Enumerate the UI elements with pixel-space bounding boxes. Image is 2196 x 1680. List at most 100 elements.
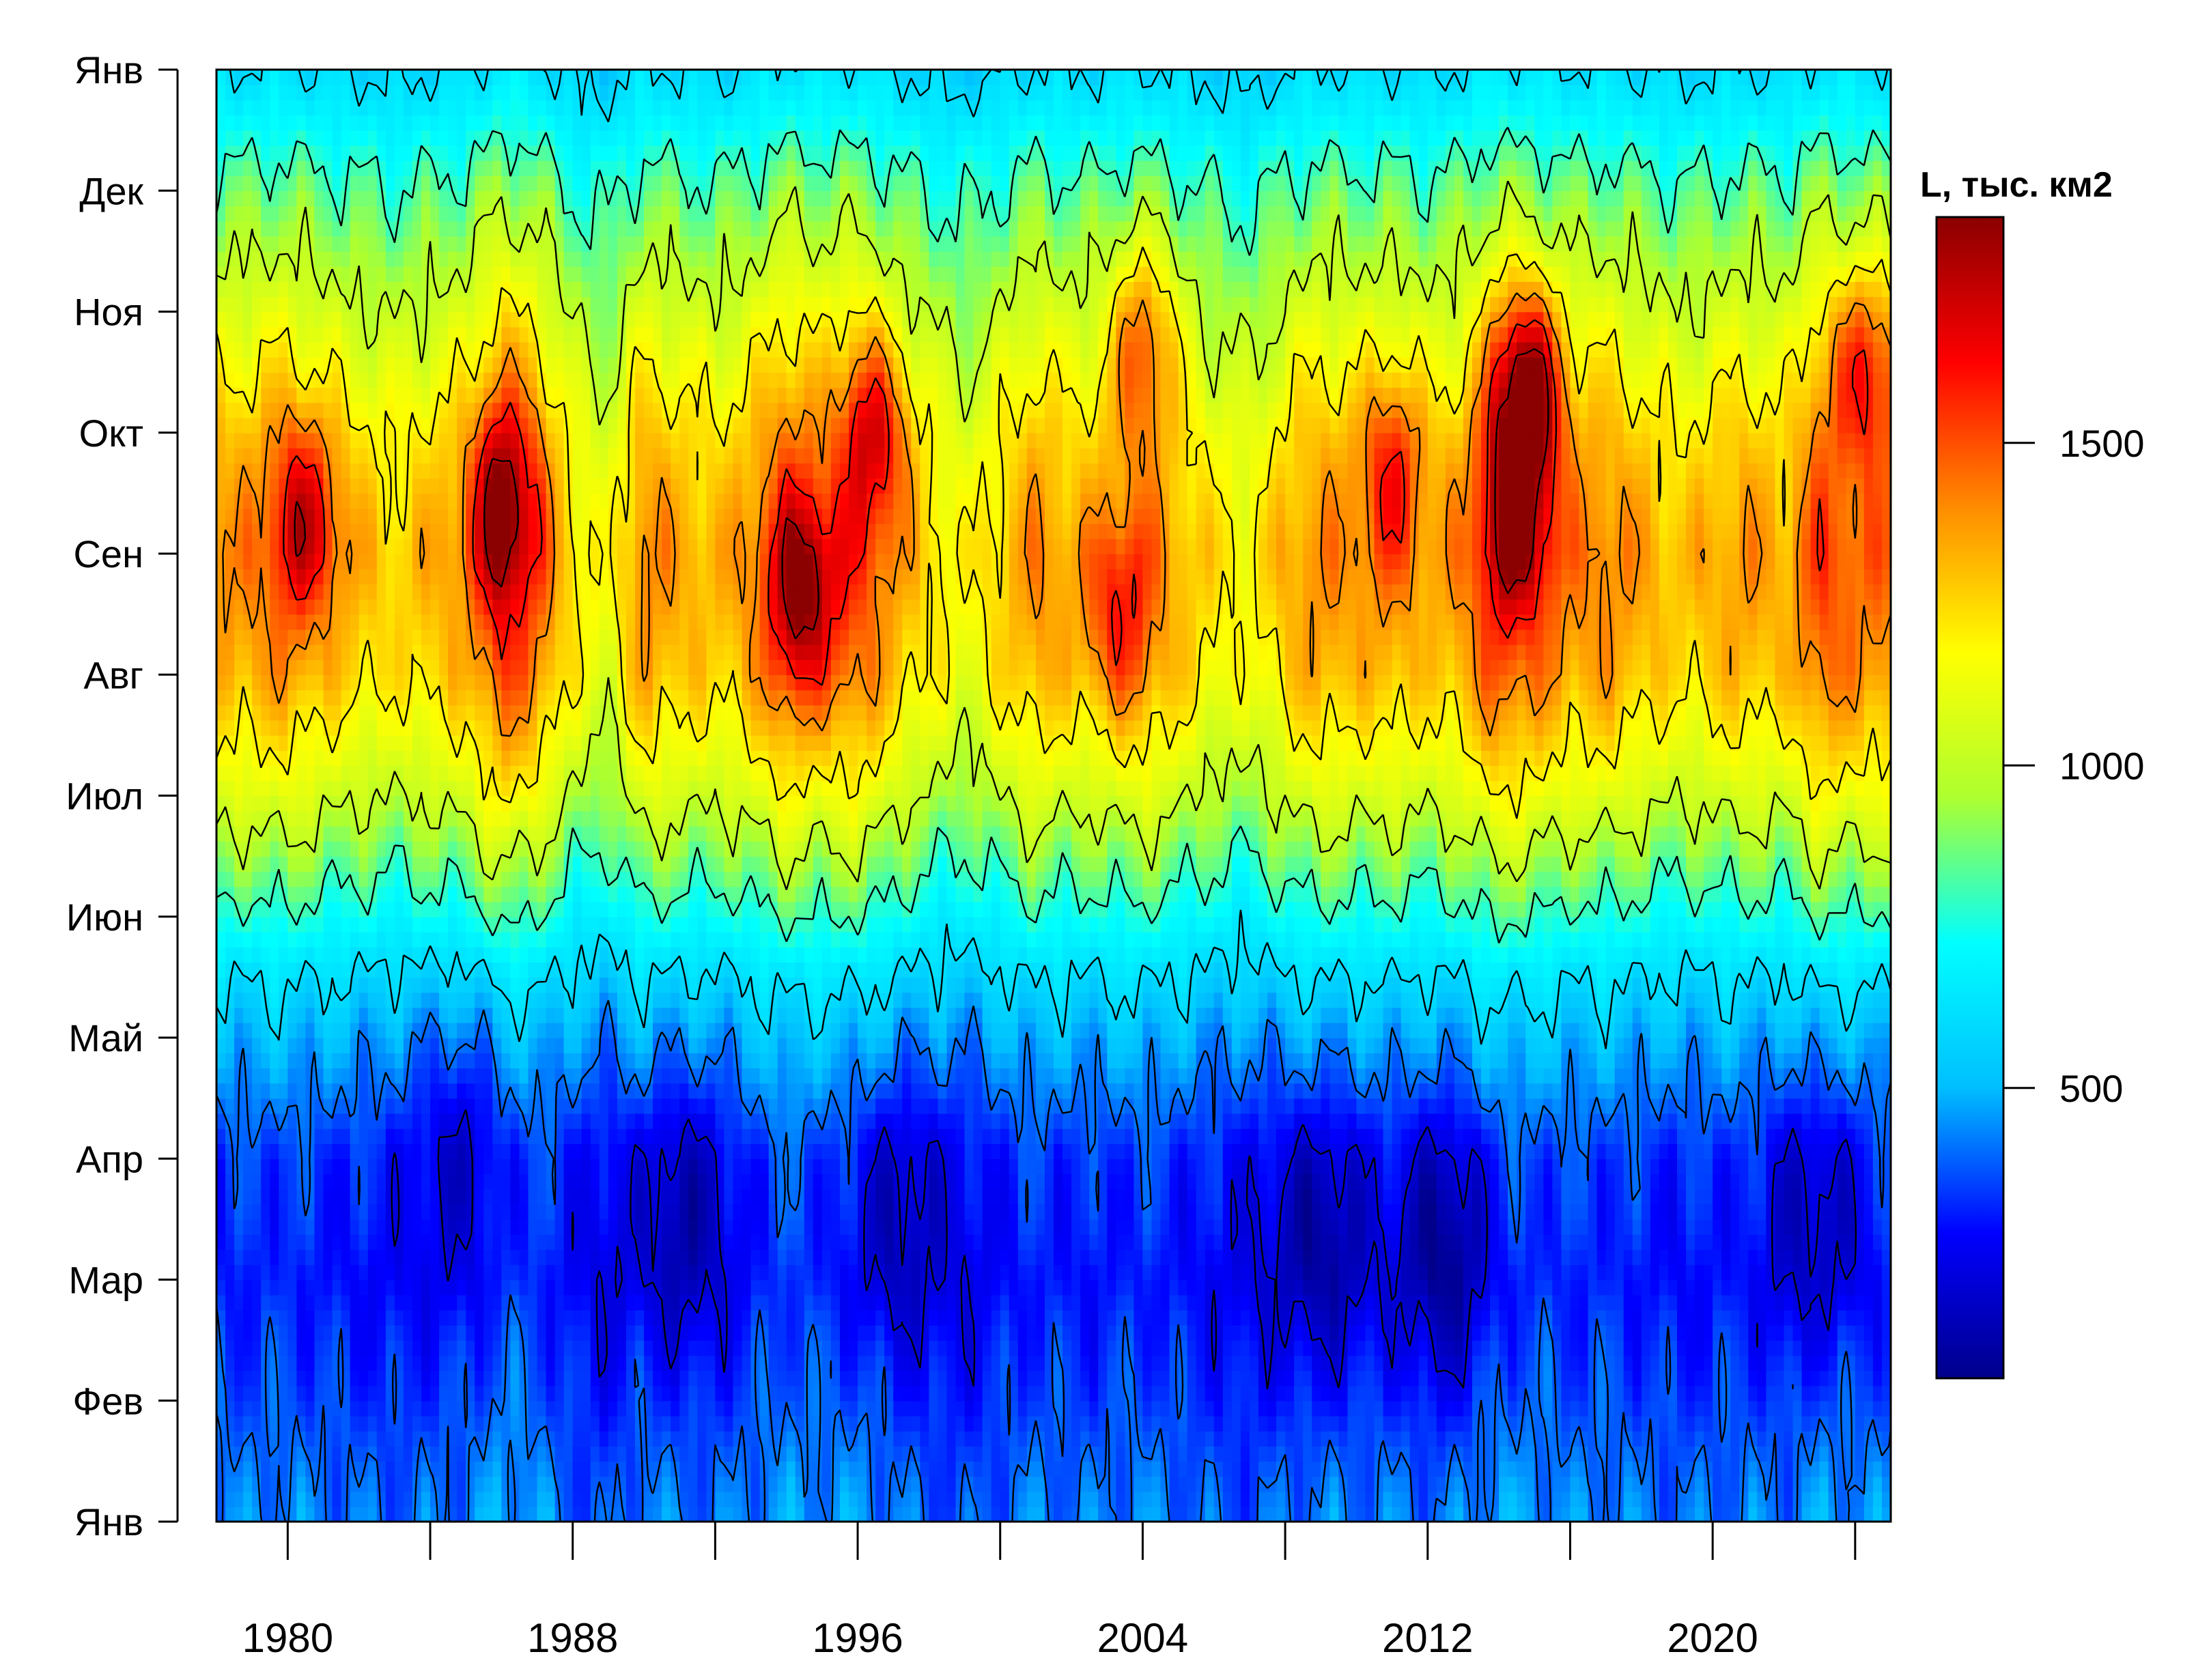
heatmap-cell bbox=[1775, 1143, 1784, 1159]
heatmap-cell bbox=[1508, 1295, 1517, 1311]
heatmap-cell bbox=[1597, 1295, 1607, 1311]
heatmap-cell bbox=[1170, 1219, 1179, 1235]
heatmap-cell bbox=[1196, 1219, 1206, 1235]
heatmap-cell bbox=[279, 1234, 288, 1250]
heatmap-cell bbox=[421, 1370, 431, 1386]
heatmap-cell bbox=[1525, 1446, 1535, 1462]
heatmap-cell bbox=[1615, 1310, 1624, 1326]
heatmap-cell bbox=[1312, 1219, 1321, 1235]
heatmap-cell bbox=[412, 1401, 422, 1416]
heatmap-cell bbox=[1739, 1234, 1749, 1250]
heatmap-cell bbox=[404, 1401, 413, 1416]
heatmap-cell bbox=[1579, 1128, 1589, 1144]
heatmap-cell bbox=[1766, 1507, 1775, 1522]
heatmap-cell bbox=[751, 1189, 761, 1205]
heatmap-cell bbox=[822, 1128, 832, 1144]
heatmap-cell bbox=[1481, 1310, 1491, 1326]
heatmap-cell bbox=[983, 1128, 992, 1144]
heatmap-cell bbox=[1659, 1249, 1669, 1265]
heatmap-cell bbox=[1205, 1477, 1215, 1492]
heatmap-cell bbox=[1223, 1401, 1233, 1416]
heatmap-cell bbox=[1214, 1386, 1224, 1401]
heatmap-cell bbox=[341, 1189, 351, 1205]
heatmap-cell bbox=[1704, 1355, 1713, 1371]
heatmap-cell bbox=[1597, 1128, 1607, 1144]
heatmap-cell bbox=[564, 1325, 574, 1341]
heatmap-cell bbox=[1704, 1295, 1713, 1311]
heatmap-cell bbox=[1775, 1370, 1784, 1386]
heatmap-cell bbox=[1730, 1386, 1740, 1401]
heatmap-cell bbox=[875, 1446, 885, 1462]
heatmap-cell bbox=[287, 1370, 297, 1386]
heatmap-cell bbox=[1000, 1189, 1010, 1205]
heatmap-cell bbox=[1846, 1280, 1856, 1296]
heatmap-cell bbox=[1766, 1143, 1775, 1159]
heatmap-cell bbox=[1347, 1158, 1357, 1174]
heatmap-cell bbox=[1650, 1401, 1660, 1416]
heatmap-cell bbox=[324, 1234, 333, 1250]
heatmap-cell bbox=[831, 1128, 841, 1144]
heatmap-cell bbox=[1142, 1492, 1152, 1507]
heatmap-cell bbox=[1855, 1355, 1865, 1371]
heatmap-cell bbox=[1410, 1189, 1420, 1205]
heatmap-cell bbox=[377, 1416, 386, 1432]
heatmap-cell bbox=[946, 1492, 956, 1507]
heatmap-cell bbox=[573, 1386, 582, 1401]
heatmap-cell bbox=[858, 1446, 867, 1462]
heatmap-cell bbox=[279, 1158, 288, 1174]
heatmap-cell bbox=[1027, 1249, 1037, 1265]
heatmap-cell bbox=[1071, 1507, 1081, 1522]
heatmap-cell bbox=[911, 1370, 920, 1386]
heatmap-cell bbox=[1205, 1249, 1215, 1265]
heatmap-cell bbox=[1508, 1158, 1517, 1174]
heatmap-cell bbox=[537, 1492, 547, 1507]
heatmap-cell bbox=[466, 1310, 475, 1326]
heatmap-cell bbox=[1606, 1295, 1616, 1311]
heatmap-cell bbox=[1223, 1492, 1233, 1507]
heatmap-cell bbox=[626, 1310, 636, 1326]
heatmap-cell bbox=[1757, 1143, 1766, 1159]
heatmap-cell bbox=[617, 1416, 627, 1432]
heatmap-cell bbox=[1793, 1219, 1803, 1235]
heatmap-cell bbox=[1561, 1401, 1571, 1416]
heatmap-cell bbox=[662, 1173, 671, 1189]
heatmap-cell bbox=[1276, 1386, 1286, 1401]
heatmap-cell bbox=[1205, 1264, 1215, 1280]
heatmap-cell bbox=[1205, 1492, 1215, 1507]
heatmap-cell bbox=[1650, 1234, 1660, 1250]
heatmap-cell bbox=[893, 1295, 903, 1311]
heatmap-cell bbox=[920, 1264, 929, 1280]
heatmap-cell bbox=[600, 1189, 609, 1205]
heatmap-cell bbox=[1241, 1401, 1250, 1416]
heatmap-cell bbox=[1018, 1158, 1028, 1174]
heatmap-cell bbox=[1214, 1234, 1224, 1250]
heatmap-cell bbox=[421, 1173, 431, 1189]
heatmap-cell bbox=[1508, 1355, 1517, 1371]
heatmap-cell bbox=[287, 1113, 297, 1129]
heatmap-cell bbox=[1080, 1158, 1090, 1174]
heatmap-cell bbox=[1214, 1446, 1224, 1462]
heatmap-cell bbox=[368, 1189, 378, 1205]
heatmap-cell bbox=[1642, 1249, 1651, 1265]
heatmap-cell bbox=[653, 1507, 662, 1522]
heatmap-cell bbox=[1855, 1386, 1865, 1401]
heatmap-cell bbox=[991, 1128, 1001, 1144]
heatmap-cell bbox=[1695, 1173, 1704, 1189]
heatmap-cell bbox=[1490, 1340, 1500, 1356]
heatmap-cell bbox=[1036, 1310, 1045, 1326]
heatmap-cell bbox=[1321, 1355, 1330, 1371]
heatmap-cell bbox=[1223, 1355, 1233, 1371]
heatmap-cell bbox=[1071, 1189, 1081, 1205]
heatmap-cell bbox=[483, 1234, 493, 1250]
heatmap-cell bbox=[1179, 1219, 1188, 1235]
heatmap-cell bbox=[1294, 1461, 1304, 1477]
heatmap-cell bbox=[1232, 1507, 1241, 1522]
heatmap-cell bbox=[1757, 1189, 1766, 1205]
heatmap-cell bbox=[252, 1264, 262, 1280]
heatmap-cell bbox=[243, 1249, 253, 1265]
heatmap-cell bbox=[983, 1280, 992, 1296]
heatmap-cell bbox=[1472, 1219, 1482, 1235]
heatmap-cell bbox=[279, 1386, 288, 1401]
heatmap-cell bbox=[600, 1173, 609, 1189]
heatmap-cell bbox=[893, 1416, 903, 1432]
